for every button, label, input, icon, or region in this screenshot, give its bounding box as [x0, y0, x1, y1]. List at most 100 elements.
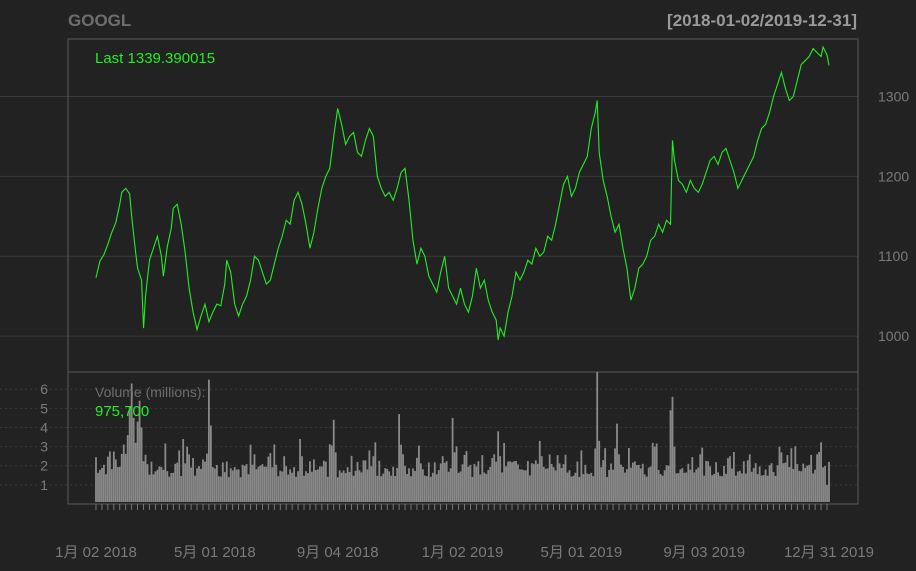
volume-bar	[421, 469, 424, 502]
volume-bar	[776, 465, 779, 502]
volume-bar	[152, 474, 155, 502]
volume-bar	[465, 451, 468, 502]
volume-bar	[806, 465, 809, 502]
volume-bar	[501, 472, 504, 502]
volume-bar	[517, 464, 519, 502]
volume-bar	[546, 468, 549, 502]
volume-bar	[235, 469, 238, 502]
volume-bar	[530, 463, 533, 502]
volume-bar	[410, 476, 412, 502]
volume-bar	[705, 460, 708, 502]
volume-bar	[651, 442, 654, 502]
volume-bar	[578, 476, 581, 502]
x-axis-ticks	[95, 504, 828, 510]
volume-bar	[461, 464, 464, 502]
volume-bar	[101, 467, 103, 502]
volume-bar	[182, 438, 185, 502]
volume-bar	[814, 469, 817, 502]
volume-bar	[511, 462, 513, 502]
volume-bar	[588, 474, 591, 502]
volume-bar	[580, 450, 583, 502]
volume-bar	[390, 475, 393, 502]
volume-bar	[685, 472, 688, 502]
volume-bar	[568, 470, 571, 502]
volume-bar	[695, 469, 698, 502]
volume-bar	[108, 451, 111, 502]
volume-bar	[742, 461, 745, 502]
volume-bar	[184, 463, 187, 502]
volume-bar	[816, 454, 819, 502]
volume-bar	[748, 454, 751, 502]
x-tick-label: 12月 31 2019	[784, 544, 874, 561]
volume-bar	[477, 461, 480, 502]
volume-bar	[519, 469, 521, 502]
volume-bar	[309, 461, 311, 502]
volume-bar	[463, 454, 466, 502]
volume-bar	[608, 469, 610, 502]
volume-bar	[515, 460, 517, 502]
x-tick-label: 5月 01 2019	[540, 544, 622, 561]
volume-bar	[146, 464, 149, 502]
volume-bar	[441, 456, 444, 502]
x-tick-label: 9月 04 2018	[297, 544, 379, 561]
volume-bar	[435, 474, 438, 502]
volume-bar	[114, 459, 117, 502]
volume-bar	[455, 446, 458, 502]
volume-bar	[313, 459, 315, 502]
volume-bar	[198, 466, 200, 502]
volume-bar	[554, 470, 557, 502]
volume-bar	[774, 475, 777, 502]
volume-bar	[394, 475, 397, 502]
volume-bar	[376, 475, 379, 502]
volume-bar	[631, 462, 634, 502]
volume-bar	[826, 484, 828, 502]
volume-bar	[606, 476, 609, 502]
volume-bar	[770, 463, 773, 502]
volume-bar	[301, 456, 303, 502]
volume-bar	[194, 475, 196, 502]
volume-bar	[574, 472, 577, 502]
volume-bar	[629, 467, 632, 502]
volume-bar	[311, 471, 313, 502]
price-y-axis: 1000 1100 1200 1300	[878, 88, 909, 344]
volume-bar	[206, 453, 208, 502]
volume-bar	[307, 473, 309, 502]
volume-tick-label: 5	[40, 400, 48, 416]
volume-bar	[523, 470, 525, 502]
volume-bar	[164, 443, 167, 502]
volume-bar	[576, 461, 579, 502]
volume-bar	[558, 463, 561, 502]
volume-bar	[204, 461, 206, 502]
volume-bar	[112, 451, 115, 502]
volume-bar	[237, 469, 240, 502]
volume-bar	[116, 467, 119, 502]
volume-bar	[715, 462, 717, 502]
volume-bar	[283, 456, 286, 502]
volume-bar	[723, 466, 725, 502]
volume-bar	[635, 465, 638, 502]
volume-bar	[784, 462, 787, 502]
volume-bar	[598, 440, 601, 502]
volume-bar	[800, 471, 803, 502]
volume-bar	[247, 474, 250, 502]
volume-bar	[637, 464, 640, 502]
volume-bar	[144, 454, 147, 502]
volume-bar	[499, 456, 502, 502]
volume-bar	[526, 461, 529, 502]
volume-bar	[239, 477, 242, 502]
price-panel-frame	[67, 38, 859, 373]
volume-bar	[418, 445, 420, 502]
volume-bar	[439, 463, 442, 502]
volume-bar	[437, 470, 440, 502]
volume-bar	[299, 438, 301, 502]
volume-bar	[225, 461, 228, 502]
volume-bar	[673, 446, 676, 502]
gridlines	[0, 95, 858, 486]
volume-bar	[600, 467, 603, 502]
volume-bar	[265, 466, 268, 502]
volume-bar	[348, 472, 351, 502]
price-tick-label: 1100	[878, 248, 908, 264]
volume-bar	[790, 448, 793, 502]
volume-bar	[641, 463, 644, 502]
volume-bar	[804, 467, 807, 502]
